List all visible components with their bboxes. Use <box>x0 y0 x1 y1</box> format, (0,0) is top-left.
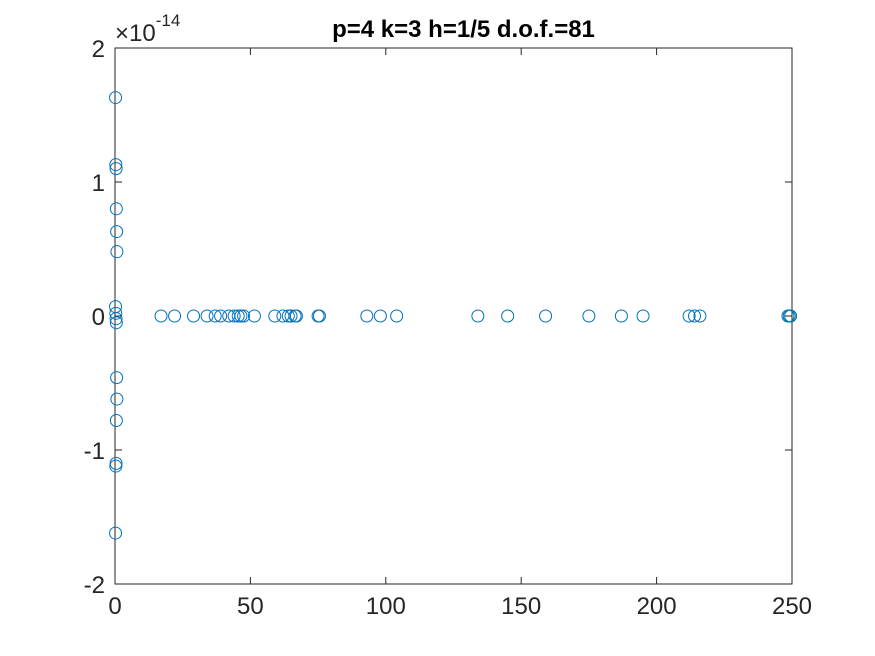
data-point <box>582 309 596 323</box>
data-point <box>109 306 123 320</box>
data-point <box>110 371 124 385</box>
x-tick-label: 50 <box>237 593 264 620</box>
axis-tick-labels: 0 50 100 150 200 250 -2 -1 0 1 2 <box>84 36 812 620</box>
data-point <box>784 309 798 323</box>
data-point <box>110 245 124 259</box>
data-point <box>109 312 123 326</box>
data-point <box>289 309 303 323</box>
data-point <box>682 309 696 323</box>
data-point <box>234 309 248 323</box>
data-point <box>168 309 182 323</box>
x-tick-label: 150 <box>501 593 541 620</box>
y-exponent-base: ×10 <box>115 20 156 47</box>
y-tick-label: 1 <box>92 170 105 197</box>
data-point <box>208 309 222 323</box>
data-point <box>109 158 123 172</box>
y-axis-exponent: ×10-14 <box>115 11 180 47</box>
x-tick-label: 250 <box>772 593 812 620</box>
y-exponent-power: -14 <box>156 11 181 30</box>
data-markers <box>109 91 798 540</box>
axis-ticks <box>114 47 793 585</box>
data-point <box>187 309 201 323</box>
data-point <box>390 309 404 323</box>
data-point <box>109 162 123 176</box>
data-point <box>110 225 124 239</box>
plot-area <box>114 47 793 585</box>
data-point <box>373 309 387 323</box>
data-point <box>471 309 485 323</box>
data-point <box>109 526 123 540</box>
data-point <box>109 459 123 473</box>
x-tick-label: 100 <box>366 593 406 620</box>
data-point <box>237 309 251 323</box>
data-point <box>110 392 124 406</box>
data-point <box>227 309 241 323</box>
data-point <box>109 91 123 105</box>
data-point <box>614 309 628 323</box>
data-point <box>154 309 168 323</box>
y-tick-label: 0 <box>92 304 105 331</box>
data-point <box>214 309 228 323</box>
y-tick-label: -1 <box>84 438 105 465</box>
data-point <box>539 309 553 323</box>
x-tick-label: 200 <box>637 593 677 620</box>
data-point <box>688 309 702 323</box>
chart-title: p=4 k=3 h=1/5 d.o.f.=81 <box>332 16 595 43</box>
data-point <box>109 202 123 216</box>
data-point <box>693 309 707 323</box>
data-point <box>109 316 123 330</box>
data-point <box>231 309 245 323</box>
data-point <box>268 309 282 323</box>
data-point <box>109 414 123 428</box>
data-point <box>284 309 298 323</box>
data-point <box>360 309 374 323</box>
y-tick-label: 2 <box>92 36 105 63</box>
data-point <box>247 309 261 323</box>
data-point <box>501 309 515 323</box>
data-point <box>312 309 326 323</box>
data-point <box>281 309 295 323</box>
data-point <box>636 309 650 323</box>
data-point <box>200 309 214 323</box>
x-tick-label: 0 <box>108 593 121 620</box>
y-tick-label: -2 <box>84 572 105 599</box>
